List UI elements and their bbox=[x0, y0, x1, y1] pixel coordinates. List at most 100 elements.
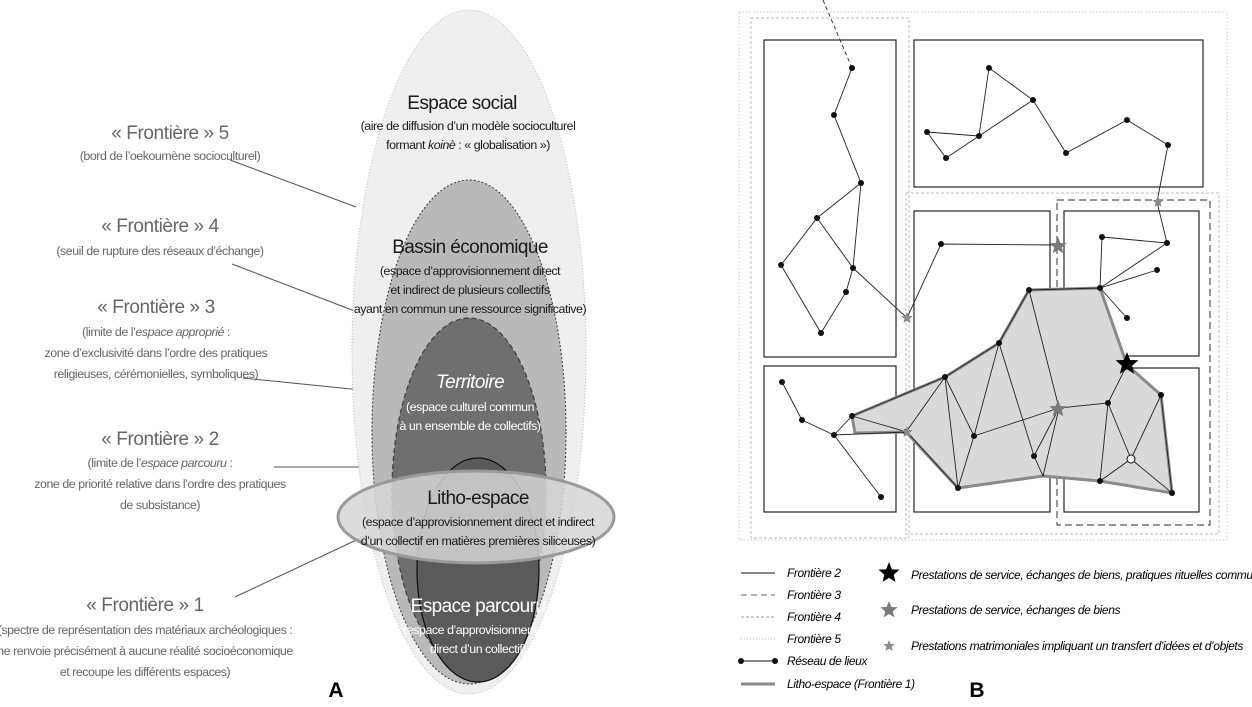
zone-parcouru-line-2: direct d’un collectif) bbox=[430, 642, 526, 656]
network-line bbox=[1099, 287, 1128, 319]
network-node bbox=[1030, 97, 1036, 103]
frontier-1-title: « Frontière » 1 bbox=[86, 595, 204, 616]
zone-bassin-line-2: et indirect de plusieurs collectifs bbox=[390, 283, 549, 297]
legend-gray-star-icon bbox=[880, 601, 898, 618]
frontier-4-title: « Frontière » 4 bbox=[101, 216, 219, 237]
network-node bbox=[878, 494, 884, 500]
network-node bbox=[955, 485, 961, 491]
frontier-1-line-1: (spectre de représentation des matériaux… bbox=[0, 623, 292, 637]
network-line bbox=[852, 243, 1059, 319]
litho-espace-polygon bbox=[850, 286, 1174, 495]
zone-territoire-title: Territoire bbox=[436, 372, 504, 393]
network-line bbox=[1099, 236, 1169, 289]
network-node bbox=[1165, 142, 1171, 148]
legend-frontiere-4: Frontière 4 bbox=[787, 610, 841, 624]
frontier-2-line-1: (limite de l’espace parcouru : bbox=[88, 456, 233, 470]
panel-b-letter: B bbox=[969, 679, 984, 702]
frontier-4-boundary-left bbox=[750, 17, 910, 539]
legend-star-small-label: Prestations matrimoniales impliquant un … bbox=[911, 639, 1243, 653]
network-node bbox=[843, 289, 849, 295]
network-node bbox=[831, 432, 837, 438]
legend-small-gray-star-icon bbox=[883, 640, 895, 651]
frontier-1-line-2: ne renvoie précisément à aucune réalité … bbox=[0, 644, 293, 658]
network-node bbox=[1097, 478, 1103, 484]
network-line bbox=[816, 217, 854, 334]
network-node bbox=[1031, 453, 1037, 459]
zone-litho-espace bbox=[336, 469, 616, 565]
network-line bbox=[781, 381, 882, 498]
legend-frontiere-3: Frontière 3 bbox=[787, 588, 841, 602]
network-node bbox=[1099, 234, 1105, 240]
frontier-5-title: « Frontière » 5 bbox=[111, 123, 229, 144]
network-node bbox=[1164, 240, 1170, 246]
frontier-2-line-3: de subsistance) bbox=[120, 498, 200, 512]
legend-star-gray-label: Prestations de service, échanges de bien… bbox=[911, 603, 1120, 617]
zone-labels: Espace social (aire de diffusion d’un mo… bbox=[354, 93, 596, 656]
legend-frontiere-2: Frontière 2 bbox=[787, 566, 841, 580]
network-node bbox=[1097, 285, 1103, 291]
network-node bbox=[1063, 150, 1069, 156]
legend-black-star-icon bbox=[878, 562, 900, 582]
leader-line-1 bbox=[234, 534, 368, 598]
frontier-5-line-1: (bord de l’oekoumène socioculturel) bbox=[80, 149, 261, 163]
frontier-1-line-3: et recoupe les différents espaces) bbox=[60, 665, 231, 679]
frontier-3-line-2: zone d’exclusivité dans l’ordre des prat… bbox=[45, 346, 268, 360]
network-line bbox=[822, 0, 853, 69]
network-node bbox=[849, 413, 855, 419]
frontier-3-line-1: (limite de l’espace approprié : bbox=[82, 325, 230, 339]
frontier-2-box-2 bbox=[913, 39, 1204, 188]
frontier-2-title: « Frontière » 2 bbox=[101, 429, 219, 450]
legend-lines: Frontière 2 Frontière 3 Frontière 4 Fron… bbox=[738, 566, 915, 691]
network-node bbox=[849, 65, 855, 71]
zone-parcouru-title: Espace parcouru bbox=[411, 596, 546, 617]
frontier-2-box-1 bbox=[763, 39, 897, 358]
legend-network-node-right bbox=[772, 658, 778, 664]
frontier-2-box-4 bbox=[1063, 210, 1200, 357]
network-node bbox=[996, 340, 1002, 346]
network-node bbox=[1105, 400, 1111, 406]
network-node bbox=[818, 330, 824, 336]
leader-line-5 bbox=[229, 159, 357, 208]
small-gray-star-icon bbox=[901, 312, 913, 323]
zone-territoire-line-1: (espace culturel commun bbox=[406, 400, 535, 414]
network-line bbox=[1033, 407, 1060, 457]
network-node bbox=[986, 65, 992, 71]
zone-social-title: Espace social bbox=[407, 93, 516, 114]
network-node bbox=[1154, 267, 1160, 273]
zone-territoire-line-2: à un ensemble de collectifs) bbox=[400, 419, 541, 433]
zone-social-line-1: (aire de diffusion d’un modèle sociocult… bbox=[361, 119, 576, 133]
network-line bbox=[852, 182, 862, 269]
legend-litho-espace: Litho-espace (Frontière 1) bbox=[787, 677, 915, 691]
network-node bbox=[850, 265, 856, 271]
zone-bassin-line-1: (espace d’approvisionnement direct bbox=[380, 264, 561, 278]
frontier-labels: « Frontière » 5 (bord de l’oekoumène soc… bbox=[0, 123, 294, 679]
network-node bbox=[971, 433, 977, 439]
frontier-2-line-2: zone de priorité relative dans l’ordre d… bbox=[34, 477, 286, 491]
network-line bbox=[926, 67, 1169, 244]
frontier-4-boundary-right bbox=[905, 192, 1220, 535]
legend-frontiere-5: Frontière 5 bbox=[787, 632, 841, 646]
network-node bbox=[1124, 117, 1130, 123]
network-node bbox=[858, 180, 864, 186]
network-node bbox=[814, 215, 820, 221]
zone-litho-line-2: d’un collectif en matières premières sil… bbox=[361, 534, 596, 548]
zone-bassin-line-3: ayant en commun une ressource significat… bbox=[354, 302, 587, 316]
network-node bbox=[976, 133, 982, 139]
network-node bbox=[778, 262, 784, 268]
frontier-2-box-6 bbox=[763, 365, 897, 513]
network-node bbox=[799, 417, 805, 423]
legend-network-node-left bbox=[738, 658, 744, 664]
zone-bassin-title: Bassin économique bbox=[392, 237, 548, 258]
gray-star-icon bbox=[1049, 237, 1067, 254]
network-node bbox=[1169, 490, 1175, 496]
panel-b: Frontière 2 Frontière 3 Frontière 4 Fron… bbox=[738, 0, 1252, 702]
network-line bbox=[780, 67, 862, 334]
zone-litho-line-1: (espace d’approvisionnement direct et in… bbox=[362, 515, 595, 529]
zone-parcouru-line-1: (espace d’approvisionnement bbox=[403, 623, 554, 637]
frontier-5-boundary bbox=[738, 11, 1228, 541]
legend-stars: Prestations de service, échanges de bien… bbox=[878, 562, 1252, 653]
panel-a-letter: A bbox=[328, 679, 343, 702]
network-node bbox=[831, 112, 837, 118]
small-gray-star-icon bbox=[1152, 196, 1164, 207]
